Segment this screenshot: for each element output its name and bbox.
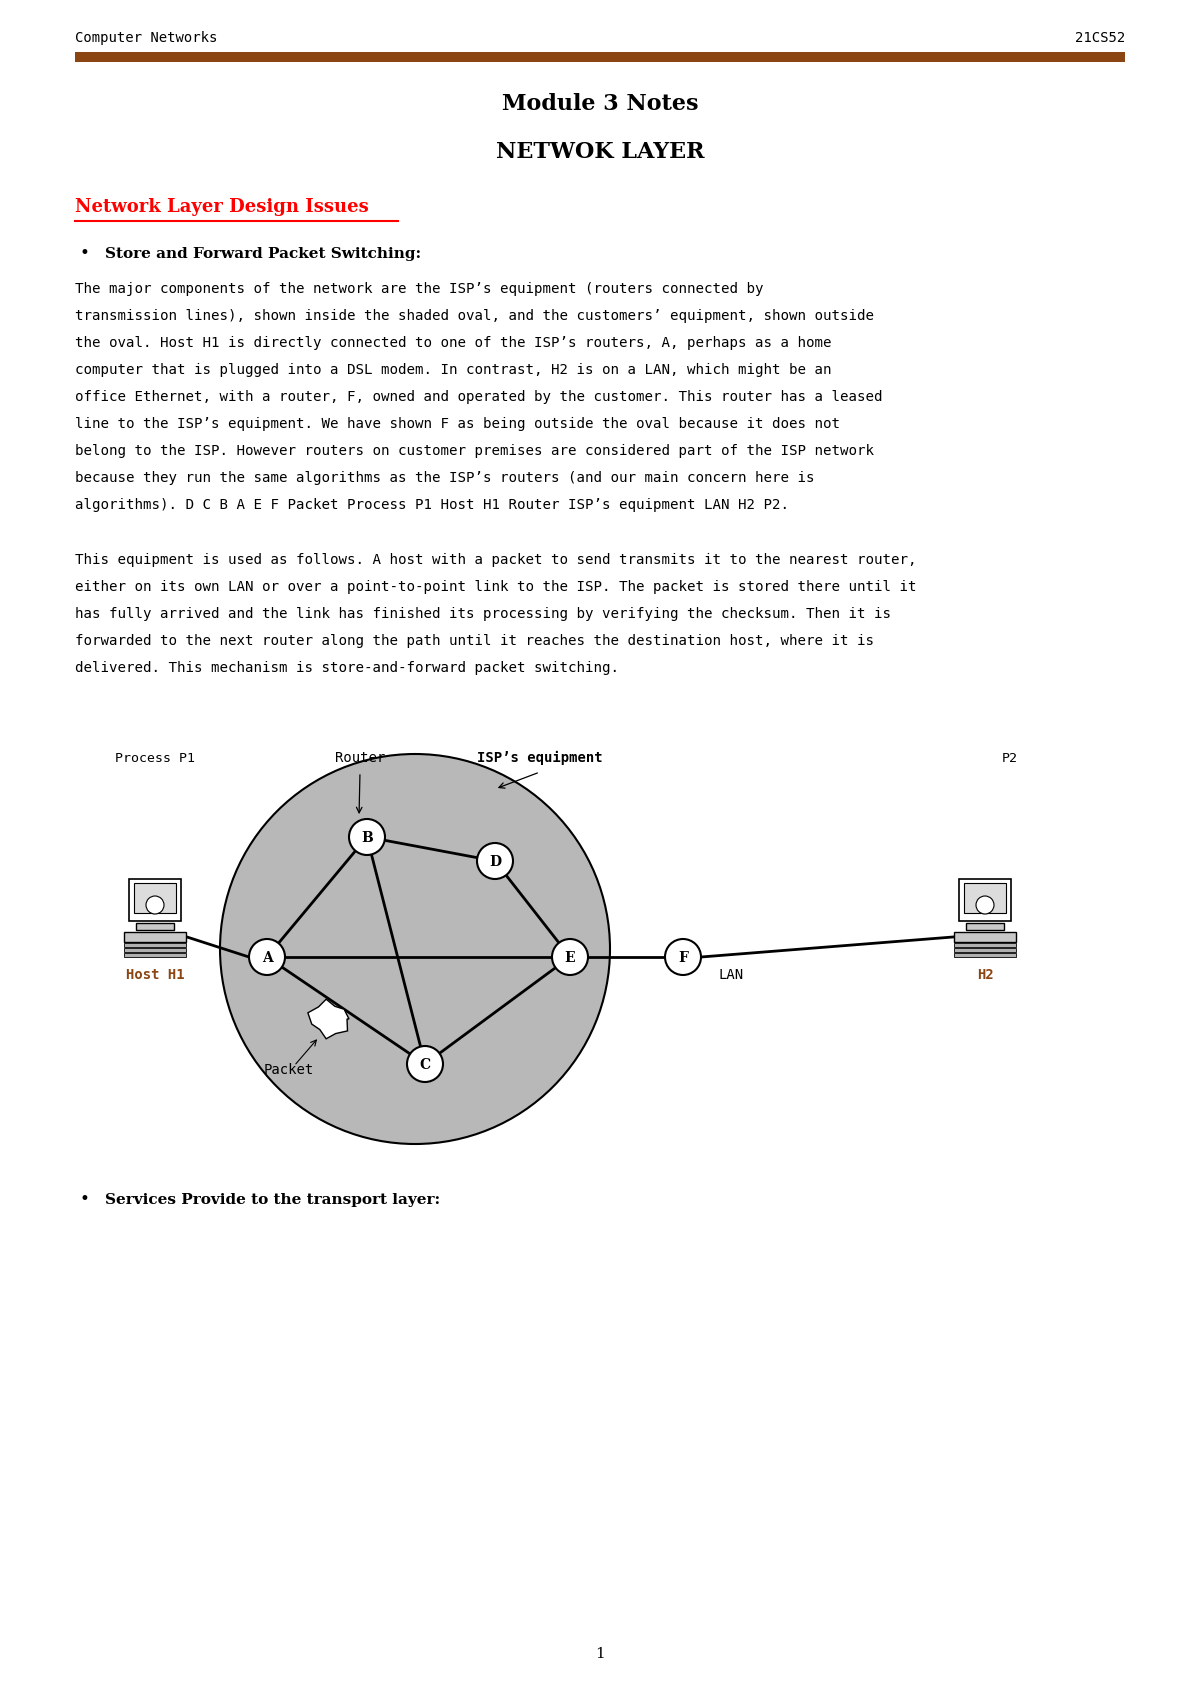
Text: The major components of the network are the ISP’s equipment (routers connected b: The major components of the network are … (74, 282, 763, 297)
Text: A: A (262, 951, 272, 965)
Text: algorithms). D C B A E F Packet Process P1 Host H1 Router ISP’s equipment LAN H2: algorithms). D C B A E F Packet Process … (74, 499, 790, 512)
Ellipse shape (220, 755, 610, 1145)
Text: because they run the same algorithms as the ISP’s routers (and our main concern : because they run the same algorithms as … (74, 471, 815, 485)
Text: Network Layer Design Issues: Network Layer Design Issues (74, 198, 368, 215)
Text: 1: 1 (595, 1647, 605, 1660)
FancyBboxPatch shape (136, 923, 174, 929)
FancyBboxPatch shape (130, 879, 181, 921)
Text: forwarded to the next router along the path until it reaches the destination hos: forwarded to the next router along the p… (74, 634, 874, 648)
Text: NETWOK LAYER: NETWOK LAYER (496, 141, 704, 163)
FancyBboxPatch shape (954, 933, 1016, 941)
FancyBboxPatch shape (959, 879, 1010, 921)
FancyBboxPatch shape (134, 884, 176, 912)
Circle shape (407, 1046, 443, 1082)
Text: This equipment is used as follows. A host with a packet to send transmits it to : This equipment is used as follows. A hos… (74, 553, 917, 566)
Text: Services Provide to the transport layer:: Services Provide to the transport layer: (106, 1192, 440, 1208)
Circle shape (976, 895, 994, 914)
Text: C: C (420, 1058, 431, 1072)
FancyBboxPatch shape (124, 953, 186, 957)
Circle shape (665, 940, 701, 975)
Text: Packet: Packet (264, 1063, 314, 1077)
Polygon shape (308, 999, 349, 1038)
Text: computer that is plugged into a DSL modem. In contrast, H2 is on a LAN, which mi: computer that is plugged into a DSL mode… (74, 363, 832, 377)
Text: B: B (361, 831, 373, 845)
Text: belong to the ISP. However routers on customer premises are considered part of t: belong to the ISP. However routers on cu… (74, 444, 874, 458)
FancyBboxPatch shape (74, 53, 1126, 63)
Text: P2: P2 (1002, 751, 1018, 765)
FancyBboxPatch shape (124, 948, 186, 951)
Text: line to the ISP’s equipment. We have shown F as being outside the oval because i: line to the ISP’s equipment. We have sho… (74, 417, 840, 431)
FancyBboxPatch shape (954, 948, 1016, 951)
Text: F: F (678, 951, 688, 965)
Text: Host H1: Host H1 (126, 968, 185, 982)
FancyBboxPatch shape (966, 923, 1004, 929)
Text: E: E (565, 951, 575, 965)
FancyBboxPatch shape (124, 943, 186, 946)
Text: Process P1: Process P1 (115, 751, 194, 765)
Text: •: • (80, 244, 90, 261)
Circle shape (478, 843, 514, 879)
Circle shape (250, 940, 286, 975)
Text: Router: Router (335, 751, 385, 765)
Text: Module 3 Notes: Module 3 Notes (502, 93, 698, 115)
Text: •: • (80, 1191, 90, 1208)
Text: the oval. Host H1 is directly connected to one of the ISP’s routers, A, perhaps : the oval. Host H1 is directly connected … (74, 336, 832, 349)
Text: H2: H2 (977, 968, 994, 982)
Text: ISP’s equipment: ISP’s equipment (478, 751, 602, 765)
Text: Store and Forward Packet Switching:: Store and Forward Packet Switching: (106, 248, 421, 261)
Circle shape (146, 895, 164, 914)
Text: transmission lines), shown inside the shaded oval, and the customers’ equipment,: transmission lines), shown inside the sh… (74, 309, 874, 322)
FancyBboxPatch shape (954, 943, 1016, 946)
Text: office Ethernet, with a router, F, owned and operated by the customer. This rout: office Ethernet, with a router, F, owned… (74, 390, 882, 404)
Text: 21CS52: 21CS52 (1075, 31, 1126, 46)
Text: delivered. This mechanism is store-and-forward packet switching.: delivered. This mechanism is store-and-f… (74, 661, 619, 675)
Text: LAN: LAN (719, 968, 744, 982)
FancyBboxPatch shape (954, 953, 1016, 957)
Circle shape (552, 940, 588, 975)
Circle shape (349, 819, 385, 855)
Text: Computer Networks: Computer Networks (74, 31, 217, 46)
FancyBboxPatch shape (124, 933, 186, 941)
Text: either on its own LAN or over a point-to-point link to the ISP. The packet is st: either on its own LAN or over a point-to… (74, 580, 917, 594)
Text: has fully arrived and the link has finished its processing by verifying the chec: has fully arrived and the link has finis… (74, 607, 890, 621)
FancyBboxPatch shape (964, 884, 1006, 912)
Text: D: D (488, 855, 502, 868)
